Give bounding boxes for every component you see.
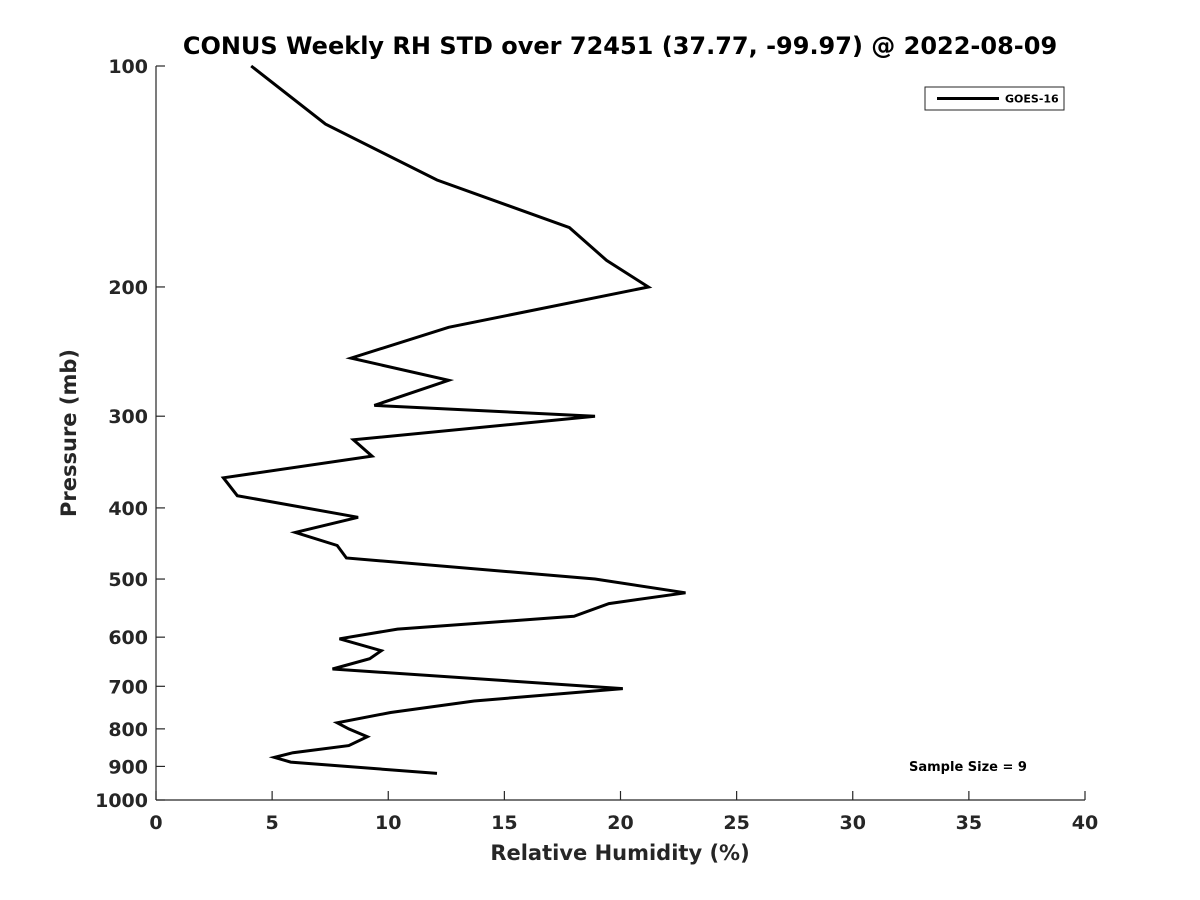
data-point [292, 751, 295, 754]
x-tick-label: 15 [491, 812, 517, 834]
data-point [568, 226, 571, 229]
data-point [350, 357, 353, 360]
y-tick-label: 400 [108, 498, 148, 520]
x-tick-label: 5 [266, 812, 279, 834]
x-ticks: 0 5 10 15 20 25 30 35 40 [149, 791, 1098, 834]
data-point [352, 438, 355, 441]
sample-size-annotation: Sample Size = 9 [909, 760, 1027, 775]
data-point [366, 735, 369, 738]
data-point [357, 516, 360, 519]
data-point [347, 744, 350, 747]
data-point [324, 123, 327, 126]
x-tick-label: 30 [840, 812, 866, 834]
data-point [347, 727, 350, 730]
data-point [331, 668, 334, 671]
y-tick-label: 700 [108, 676, 148, 698]
data-point [436, 179, 439, 182]
y-tick-label: 200 [108, 277, 148, 299]
x-tick-label: 25 [723, 812, 749, 834]
data-point [380, 649, 383, 652]
data-point [336, 544, 339, 547]
data-point [389, 711, 392, 714]
x-tick-label: 20 [607, 812, 633, 834]
y-axis-label: Pressure (mb) [57, 349, 81, 517]
data-point [371, 455, 374, 458]
x-tick-label: 35 [956, 812, 982, 834]
data-point [222, 476, 225, 479]
data-point [473, 700, 476, 703]
legend-label-goes-16: GOES-16 [1005, 93, 1059, 106]
data-point [621, 687, 624, 690]
data-point [607, 602, 610, 605]
data-point [605, 259, 608, 262]
data-point [684, 591, 687, 594]
data-point [373, 404, 376, 407]
y-tick-label: 1000 [95, 790, 148, 812]
data-point [250, 65, 253, 68]
y-tick-label: 600 [108, 627, 148, 649]
data-point [436, 772, 439, 775]
data-point [447, 326, 450, 329]
x-tick-label: 0 [149, 812, 162, 834]
data-point [294, 531, 297, 534]
x-axis-label: Relative Humidity (%) [490, 841, 749, 865]
data-point [338, 637, 341, 640]
data-point [289, 761, 292, 764]
data-point [236, 494, 239, 497]
data-point [594, 415, 597, 418]
y-tick-label: 900 [108, 756, 148, 778]
y-tick-label: 300 [108, 406, 148, 428]
x-tick-label: 40 [1072, 812, 1098, 834]
y-tick-label: 800 [108, 719, 148, 741]
data-point [345, 557, 348, 560]
data-point [396, 628, 399, 631]
series-layer [220, 64, 687, 775]
y-tick-label: 500 [108, 569, 148, 591]
series-line-goes-16 [220, 64, 686, 775]
chart-title: CONUS Weekly RH STD over 72451 (37.77, -… [183, 32, 1057, 60]
legend: GOES-16 [924, 86, 1065, 111]
data-point [273, 756, 276, 759]
data-point [336, 721, 339, 724]
data-point [447, 379, 450, 382]
x-tick-label: 10 [375, 812, 401, 834]
data-point [594, 578, 597, 581]
data-point [647, 286, 650, 289]
y-tick-label: 100 [108, 56, 148, 78]
data-point [573, 615, 576, 618]
data-point [368, 657, 371, 660]
y-ticks: 100 200 300 400 500 600 700 800 900 1000 [95, 56, 165, 812]
